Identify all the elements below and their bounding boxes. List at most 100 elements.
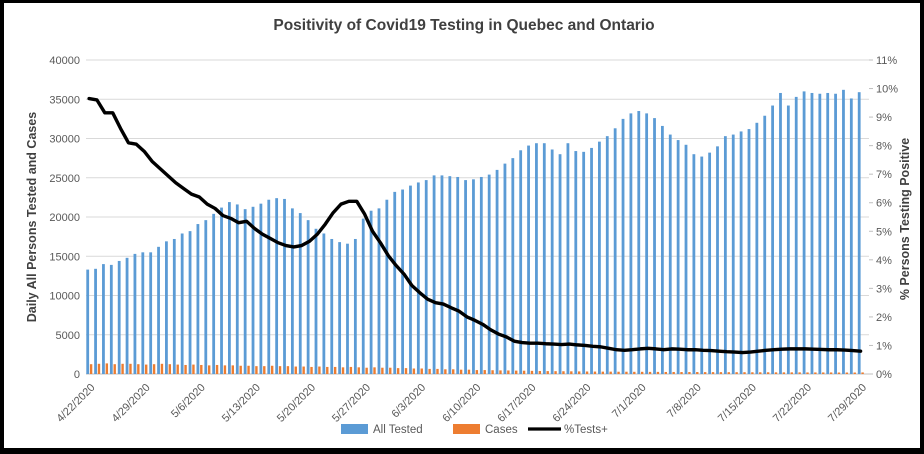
bar-cases (829, 372, 833, 374)
bar-cases (105, 363, 109, 374)
bar-all-tested (228, 202, 231, 374)
x-tick-label: 4/22/2020 (55, 382, 98, 425)
bar-cases (176, 364, 179, 374)
right-tick-label: 6% (876, 198, 892, 210)
bar-all-tested (826, 92, 830, 374)
bar-all-tested (857, 92, 861, 374)
bar-all-tested (157, 246, 160, 374)
bar-all-tested (708, 152, 712, 374)
bar-all-tested (220, 207, 223, 374)
bar-cases (207, 365, 211, 374)
right-tick-label: 2% (876, 312, 892, 324)
positivity-line (87, 96, 863, 355)
bar-all-tested (432, 175, 436, 374)
bar-cases (247, 365, 250, 374)
x-tick-label: 5/27/2020 (330, 382, 373, 425)
bar-cases (822, 372, 825, 374)
gridlines (86, 59, 869, 375)
bar-cases (420, 368, 423, 374)
bar-cases (428, 368, 431, 374)
bar-all-tested (251, 206, 255, 374)
covid-positivity-chart: Positivity of Covid19 Testing in Quebec … (25, 17, 912, 436)
right-tick-label: 1% (876, 340, 892, 352)
bar-cases (444, 369, 447, 374)
bar-cases (365, 367, 368, 374)
bar-cases (585, 371, 589, 374)
bar-all-tested (527, 145, 530, 374)
bar-cases (263, 366, 266, 374)
bar-cases (577, 371, 581, 374)
right-tick-label: 5% (876, 226, 892, 238)
x-tick-label: 6/24/2020 (551, 382, 594, 425)
bar-all-tested (385, 199, 389, 374)
bar-cases (766, 372, 770, 374)
left-tick-label: 15000 (49, 251, 80, 263)
bar-all-tested (566, 143, 570, 374)
bar-all-tested (802, 91, 806, 375)
bar-all-tested (416, 182, 420, 374)
bar-cases (853, 372, 856, 374)
bar-all-tested (472, 179, 475, 374)
bar-cases (302, 366, 305, 374)
bar-cases (310, 366, 313, 374)
bar-cases (467, 369, 471, 374)
x-tick-label: 6/10/2020 (440, 382, 483, 425)
x-axis-tick-labels: 4/22/2020 4/29/2020 5/6/2020 5/13/2020 5/20/… (55, 382, 870, 425)
left-tick-label: 0 (74, 369, 80, 381)
bar-all-tested (235, 204, 239, 374)
bar-cases (396, 368, 400, 374)
bar-cases (711, 372, 715, 374)
bar-all-tested (660, 125, 664, 374)
bar-all-tested (125, 257, 129, 374)
bar-all-tested (369, 210, 373, 374)
bar-cases (530, 370, 534, 374)
bar-cases (137, 364, 140, 374)
right-tick-label: 0% (876, 369, 892, 381)
bars-cases (89, 363, 864, 374)
bar-cases (97, 363, 101, 374)
bar-all-tested (684, 144, 688, 374)
bar-cases (326, 366, 329, 374)
left-axis-title: Daily All Persons Tested and Cases (25, 112, 39, 323)
bar-all-tested (267, 199, 271, 374)
bar-cases (743, 372, 746, 374)
left-tick-label: 20000 (49, 212, 80, 224)
bar-all-tested (637, 111, 641, 375)
x-tick-label: 6/17/2020 (495, 382, 538, 425)
bar-cases (633, 371, 636, 374)
bar-all-tested (440, 175, 444, 374)
left-tick-label: 40000 (49, 55, 80, 67)
bar-cases (522, 370, 526, 374)
bar-all-tested (842, 89, 845, 374)
x-tick-label: 7/8/2020 (665, 382, 704, 421)
bar-all-tested (109, 264, 113, 374)
bar-all-tested (779, 92, 782, 374)
bar-all-tested (645, 113, 649, 374)
bar-cases (546, 371, 549, 374)
bar-all-tested (747, 129, 751, 374)
bar-cases (507, 370, 510, 374)
all-tested-legend-swatch (341, 424, 368, 434)
bar-all-tested (519, 150, 523, 374)
bar-cases (735, 372, 738, 374)
legend: All Tested Cases %Tests+ (341, 424, 608, 436)
right-tick-label: 11% (876, 55, 897, 67)
bar-all-tested (653, 118, 656, 374)
bar-all-tested (290, 208, 294, 374)
bar-all-tested (165, 241, 168, 374)
bar-all-tested (353, 238, 357, 374)
cases-legend-swatch (453, 424, 480, 434)
bar-cases (499, 370, 502, 374)
bar-all-tested (94, 268, 97, 374)
bar-cases (373, 367, 376, 374)
bar-all-tested (393, 191, 397, 374)
bar-all-tested (668, 134, 672, 374)
bar-cases (845, 372, 849, 374)
bar-cases (774, 372, 778, 374)
bar-all-tested (755, 122, 759, 374)
bar-all-tested (448, 176, 452, 374)
bar-cases (357, 367, 360, 374)
bar-cases (680, 372, 683, 374)
bar-all-tested (377, 208, 381, 374)
bar-all-tested (558, 154, 562, 374)
